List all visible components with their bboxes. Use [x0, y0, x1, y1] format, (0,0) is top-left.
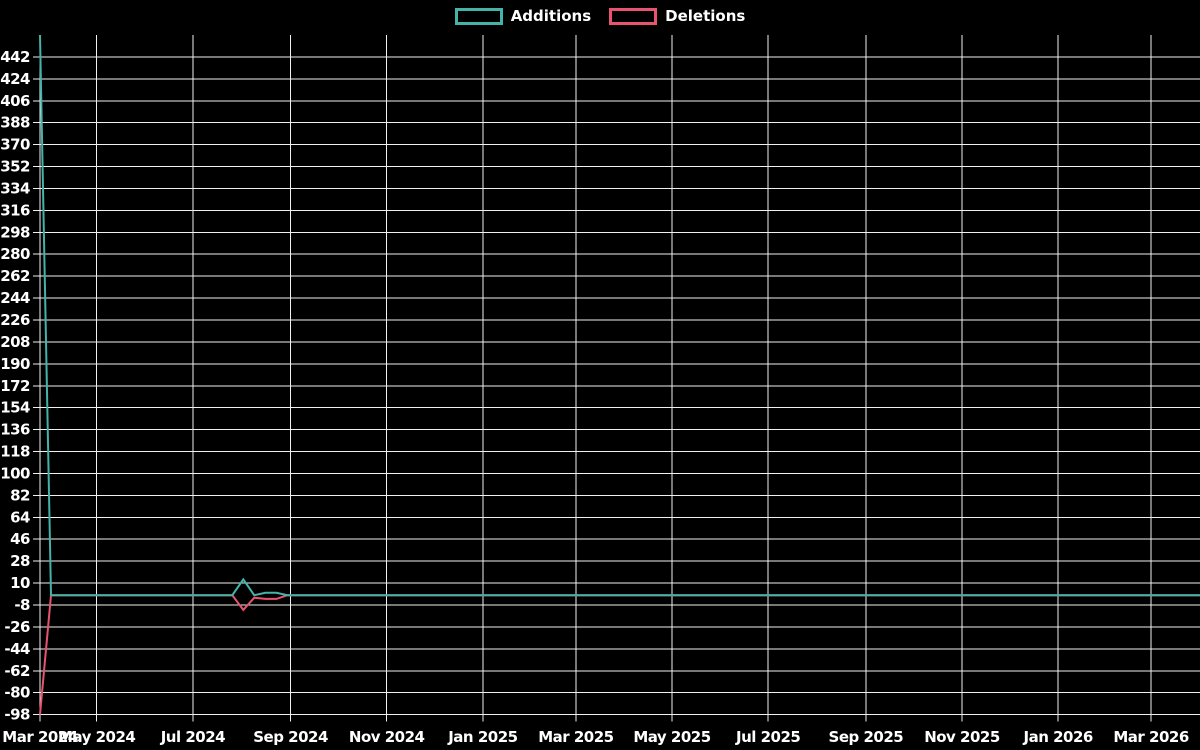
- y-tick-label: 262: [0, 267, 30, 285]
- y-tick-label: 82: [10, 486, 30, 504]
- y-tick-label: 46: [10, 530, 30, 548]
- y-tick-label: 424: [0, 70, 30, 88]
- x-tick-label: May 2024: [58, 728, 135, 746]
- y-tick-label: -80: [4, 684, 30, 702]
- x-tick-label: Jan 2026: [1023, 728, 1093, 746]
- deletions-swatch-icon: [609, 7, 658, 25]
- y-tick-label: 334: [0, 180, 30, 198]
- x-tick-label: Sep 2024: [253, 728, 328, 746]
- y-tick-label: 136: [0, 421, 30, 439]
- y-tick-label: 172: [0, 377, 30, 395]
- y-tick-label: 10: [10, 574, 30, 592]
- x-tick-label: Nov 2025: [924, 728, 1000, 746]
- series-line-additions: [39, 34, 1200, 597]
- y-tick-label: 280: [0, 245, 30, 263]
- y-tick-label: 118: [0, 443, 30, 461]
- legend-label-deletions: Deletions: [665, 7, 746, 25]
- y-tick-label: 190: [0, 355, 30, 373]
- x-tick-label: Mar 2024: [2, 728, 77, 746]
- y-tick-label: -8: [14, 596, 30, 614]
- legend-label-additions: Additions: [510, 7, 592, 25]
- y-tick-label: -44: [4, 640, 30, 658]
- series-line-deletions: [39, 594, 1200, 715]
- y-tick-label: 352: [0, 158, 30, 176]
- y-tick-label: -62: [4, 662, 30, 680]
- x-tick-label: Nov 2024: [349, 728, 425, 746]
- additions-swatch-icon: [454, 7, 503, 25]
- y-tick-label: -26: [4, 618, 30, 636]
- y-tick-label: 226: [0, 311, 30, 329]
- legend-item-additions[interactable]: Additions: [454, 7, 592, 25]
- y-tick-label: 406: [0, 92, 30, 110]
- y-tick-label: 28: [10, 552, 30, 570]
- x-tick-label: Sep 2025: [829, 728, 904, 746]
- x-tick-label: Jul 2025: [735, 728, 800, 746]
- y-tick-label: 154: [0, 399, 30, 417]
- chart-legend: Additions Deletions: [0, 7, 1200, 25]
- y-tick-label: 244: [0, 289, 30, 307]
- x-tick-label: Jan 2025: [447, 728, 517, 746]
- y-tick-label: 316: [0, 201, 30, 219]
- y-tick-label: -98: [4, 706, 30, 724]
- x-tick-label: Mar 2025: [538, 728, 613, 746]
- x-tick-label: Jul 2024: [160, 728, 225, 746]
- legend-item-deletions[interactable]: Deletions: [609, 7, 745, 25]
- y-tick-label: 64: [10, 508, 30, 526]
- y-tick-label: 442: [0, 48, 30, 66]
- y-tick-label: 388: [0, 114, 30, 132]
- x-tick-label: Mar 2026: [1113, 728, 1188, 746]
- y-tick-label: 208: [0, 333, 30, 351]
- y-tick-label: 370: [0, 136, 30, 154]
- x-tick-label: May 2025: [633, 728, 710, 746]
- y-tick-label: 100: [0, 465, 30, 483]
- y-tick-label: 298: [0, 223, 30, 241]
